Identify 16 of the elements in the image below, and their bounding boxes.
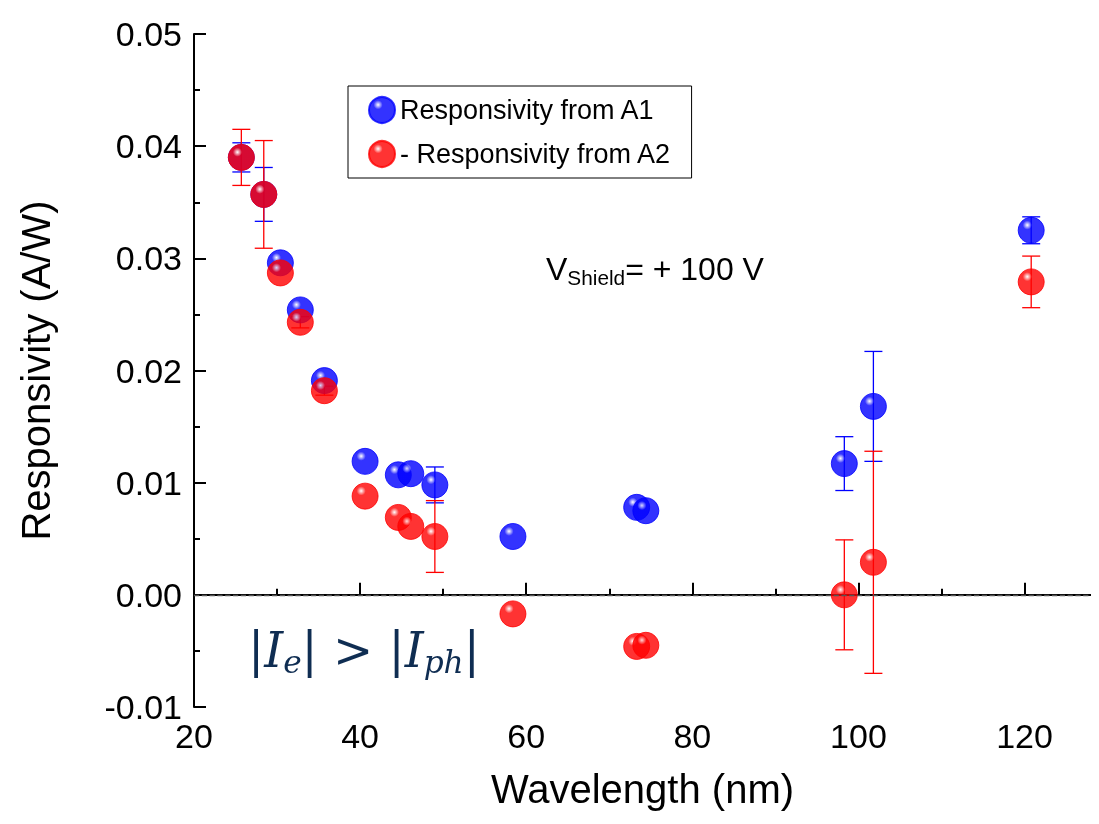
x-tick-label: 100 [830,717,887,755]
x-tick-label: 80 [673,717,712,755]
x-tick-label: 60 [507,717,546,755]
y-tick-label: 0.02 [115,351,182,390]
y-tick-label: 0.01 [115,463,182,502]
y-tick-label: 0.05 [115,15,182,53]
x-axis-title: Wavelength (nm) [490,767,795,811]
x-tick-label: 120 [996,717,1053,755]
x-tick-label: 40 [341,717,380,755]
legend-label: - Responsivity from A2 [400,139,671,169]
y-axis-title: Responsivity (A/W) [14,200,58,541]
legend-label: Responsivity from A1 [400,95,654,125]
y-tick-label: -0.01 [104,688,182,726]
y-tick-label: 0.00 [115,575,182,614]
y-tick-label: 0.03 [115,239,182,278]
y-tick-label: 0.04 [115,127,182,166]
